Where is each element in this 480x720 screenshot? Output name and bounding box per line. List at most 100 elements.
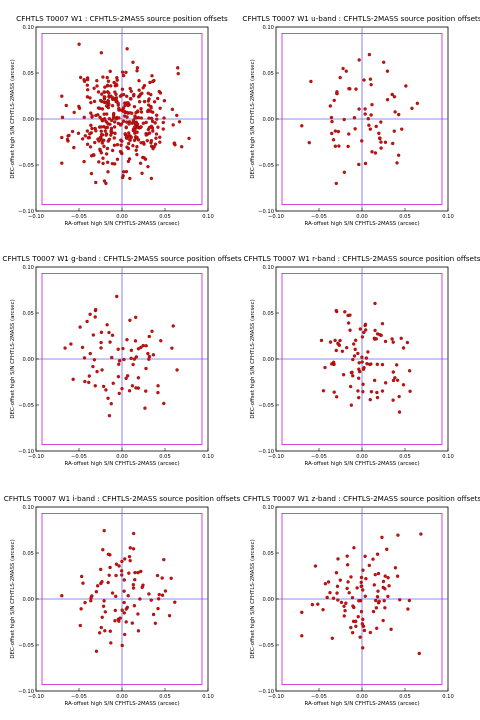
scatter-point [76, 131, 81, 135]
scatter-point [142, 83, 147, 88]
x-tick-label: −0.05 [311, 694, 327, 700]
scatter-point [96, 90, 101, 94]
scatter-point [117, 362, 121, 366]
scatter-point [136, 629, 141, 633]
scatter-point [145, 138, 149, 143]
scatter-point [417, 651, 421, 656]
scatter-point [321, 389, 326, 393]
scatter-point [107, 573, 111, 577]
scatter-point [123, 557, 127, 561]
chart-title: CFHTLS T0007 W1 : CFHTLS-2MASS source po… [16, 14, 228, 23]
scatter-point [156, 606, 160, 611]
scatter-point [116, 103, 120, 107]
scatter-point [157, 89, 161, 94]
scatter-point [160, 576, 164, 580]
scatter-point [126, 159, 131, 164]
scatter-point [82, 115, 86, 120]
scatter-point [103, 129, 107, 133]
scatter-point [102, 138, 106, 142]
x-tick-label: −0.10 [28, 694, 44, 700]
scatter-point [125, 94, 129, 98]
scatter-point [130, 121, 134, 125]
scatter-point [95, 584, 100, 588]
scatter-point [97, 631, 102, 635]
scatter-point [361, 646, 365, 650]
scatter-point [357, 599, 361, 603]
scatter-point [336, 557, 340, 561]
scatter-point [105, 146, 110, 151]
scatter-point [128, 318, 132, 322]
scatter-point [367, 563, 371, 568]
y-tick-label: 0.10 [22, 505, 34, 511]
scatter-point [170, 107, 175, 112]
scatter-point [375, 626, 379, 630]
scatter-point [148, 109, 153, 113]
scatter-point [362, 330, 366, 335]
scatter-point [153, 121, 157, 125]
scatter-point [358, 635, 362, 639]
scatter-point [161, 120, 165, 125]
scatter-point [369, 83, 373, 87]
scatter-point [361, 568, 365, 572]
scatter-point [144, 366, 148, 371]
scatter-point [130, 621, 134, 625]
scatter-point [122, 611, 126, 615]
scatter-point [361, 382, 365, 386]
scatter-point [127, 555, 132, 559]
x-tick-label: 0.05 [159, 214, 171, 220]
scatter-point [359, 584, 363, 588]
scatter-point [367, 123, 371, 127]
scatter-point [364, 328, 368, 332]
scatter-point [120, 386, 124, 391]
scatter-point [120, 608, 124, 612]
x-tick-label: 0.10 [442, 694, 454, 700]
scatter-point [334, 181, 338, 186]
scatter-point [117, 106, 121, 111]
scatter-point [339, 600, 344, 605]
chart-panel-5: CFHTLS T0007 W1 z-band : CFHTLS-2MASS so… [240, 480, 480, 720]
chart-title: CFHTLS T0007 W1 g-band : CFHTLS-2MASS so… [2, 254, 241, 263]
scatter-point [155, 573, 160, 578]
x-tick-label: 0.00 [116, 214, 128, 220]
scatter-point [141, 121, 146, 125]
scatter-point [395, 378, 400, 382]
scatter-point [347, 591, 351, 595]
scatter-point [132, 604, 137, 608]
scatter-point [160, 593, 165, 597]
scatter-point [113, 120, 117, 124]
scatter-point [125, 338, 129, 342]
scatter-point [122, 589, 126, 593]
scatter-point [351, 342, 356, 346]
scatter-point [94, 307, 98, 312]
scatter-point [342, 604, 346, 608]
scatter-point [152, 100, 157, 104]
scatter-point [351, 374, 355, 378]
scatter-point [334, 571, 339, 575]
scatter-point [381, 60, 386, 64]
scatter-point [149, 598, 153, 602]
scatter-point [380, 389, 385, 393]
scatter-point [373, 572, 377, 577]
scatter-point [100, 117, 104, 122]
scatter-point [120, 175, 125, 180]
scatter-point [352, 354, 357, 358]
scatter-point [369, 113, 373, 117]
scatter-point [131, 60, 135, 65]
scatter-point [133, 570, 137, 575]
chart-title: CFHTLS T0007 W1 u-band : CFHTLS-2MASS so… [242, 14, 480, 23]
scatter-point [323, 365, 327, 370]
scatter-point [136, 109, 140, 113]
scatter-point [371, 557, 375, 561]
scatter-point [381, 618, 385, 623]
scatter-point [151, 79, 155, 84]
scatter-point [385, 69, 390, 73]
scatter-point [107, 91, 111, 95]
scatter-point [113, 131, 117, 136]
scatter-point [136, 138, 141, 142]
scatter-point [98, 115, 102, 120]
y-tick-label: 0.00 [22, 357, 34, 363]
scatter-point [127, 389, 132, 393]
scatter-point [150, 74, 154, 78]
scatter-point [360, 335, 365, 339]
scatter-point [172, 141, 177, 145]
